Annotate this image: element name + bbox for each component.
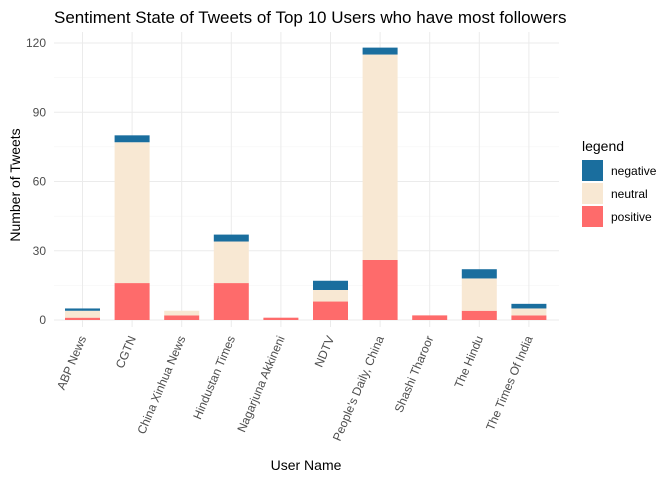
bar-negative [313,280,348,290]
bar-negative [511,303,547,309]
bar-neutral [65,310,100,318]
x-tick-label: CGTN [113,334,139,371]
x-tick-label: The Times Of India [483,333,536,432]
x-axis-title: User Name [271,457,342,473]
bar-positive [164,315,200,320]
y-tick-label: 120 [26,36,46,50]
x-tick-label: Hindustan Times [190,334,238,422]
bar-positive [313,301,348,320]
legend: legend negative neutral positive [582,138,657,227]
bar-positive [412,315,448,320]
x-tick-label: The Hindu [452,334,487,390]
bar-neutral [461,278,497,311]
bar-negative [362,47,398,55]
bar-positive [65,317,100,320]
y-tick-label: 30 [33,244,47,258]
bar-negative [213,234,249,242]
bar-neutral [313,289,348,302]
bar-neutral [362,54,398,260]
legend-label-positive: positive [611,210,652,224]
x-tick-label: ABP News [54,334,89,392]
bar-neutral [114,142,150,284]
legend-key-positive [582,206,603,227]
x-tick-label: People's Daily, China [330,333,387,443]
x-tick-label: NDTV [312,334,338,370]
bar-neutral [511,308,547,316]
legend-title: legend [582,138,624,154]
x-tick-label: Nagarjuna Akkineni [234,334,287,435]
bar-negative [461,269,497,279]
bar-positive [263,317,299,320]
y-axis-ticks: 0 30 60 90 120 [26,36,46,327]
y-axis-title: Number of Tweets [7,128,23,241]
bar-negative [114,135,150,143]
bars [65,47,547,320]
y-tick-label: 60 [33,175,47,189]
bar-negative [65,308,100,311]
bar-positive [461,310,497,320]
legend-label-neutral: neutral [611,187,648,201]
y-tick-label: 90 [33,105,47,119]
bar-positive [114,283,150,320]
bar-positive [511,315,547,320]
chart-title: Sentiment State of Tweets of Top 10 User… [54,8,566,27]
bar-neutral [164,310,200,316]
legend-key-neutral [582,183,603,204]
y-tick-label: 0 [39,313,46,327]
bar-neutral [213,241,249,284]
legend-label-negative: negative [611,164,657,178]
bar-positive [362,259,398,320]
bar-positive [213,283,249,320]
legend-key-negative [582,160,603,181]
x-tick-label: Shashi Tharoor [392,334,437,415]
x-tick-label: China Xinhua News [134,334,188,436]
